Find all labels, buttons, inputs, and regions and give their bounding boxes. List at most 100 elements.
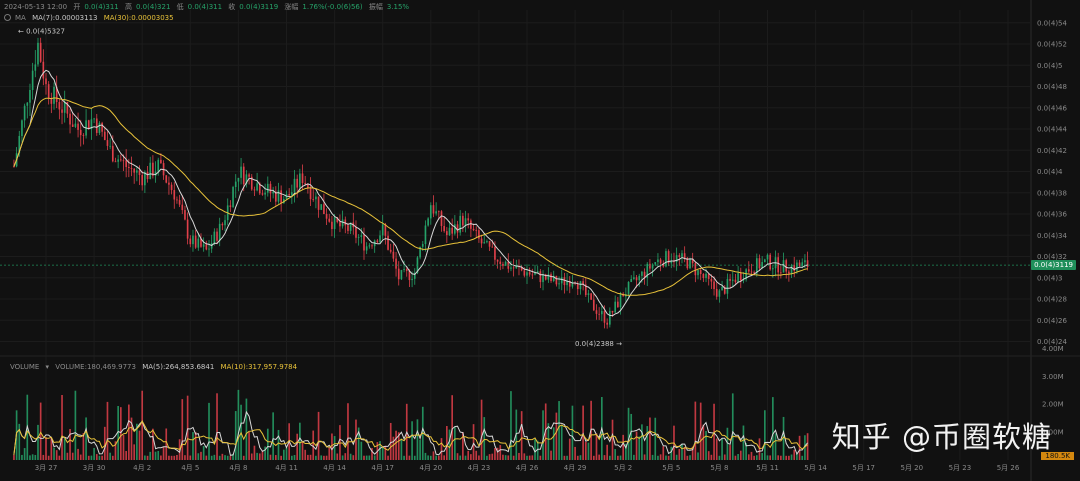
- chevron-down-icon[interactable]: ▾: [45, 363, 50, 371]
- volume-bar: [58, 455, 61, 460]
- volume-bar: [464, 455, 467, 460]
- candle-body: [119, 159, 122, 161]
- candle-body: [673, 261, 675, 263]
- price-tick-label: 0.0(4)46: [1037, 104, 1068, 112]
- volume-bar: [662, 446, 665, 460]
- volume-bar: [523, 453, 526, 460]
- candle-body: [349, 222, 352, 231]
- candle-body: [125, 160, 127, 167]
- candle-body: [405, 269, 408, 271]
- volume-bar: [747, 454, 750, 460]
- candle-body: [111, 145, 114, 162]
- candle-body: [357, 236, 360, 238]
- ma-legend[interactable]: MA MA(7):0.00003113 MA(30):0.00003035: [4, 13, 178, 23]
- candle-body: [747, 269, 750, 272]
- candle-body: [315, 196, 317, 200]
- volume-bar: [21, 454, 23, 460]
- volume-bar: [617, 455, 619, 460]
- volume-bar: [264, 446, 266, 460]
- volume-bar: [790, 454, 793, 460]
- volume-bar: [804, 435, 806, 460]
- x-tick-label: 5月 2: [614, 464, 632, 472]
- volume-legend[interactable]: VOLUME ▾ VOLUME:180,469.9773 MA(5):264,8…: [10, 362, 301, 372]
- candle-body: [675, 255, 678, 262]
- x-tick-label: 5月 26: [997, 464, 1020, 472]
- candle-body: [280, 190, 282, 204]
- candle-body: [258, 183, 261, 194]
- candle-body: [617, 301, 619, 308]
- x-tick-label: 5月 14: [804, 464, 827, 472]
- candle-body: [66, 101, 69, 114]
- volume-bar: [357, 427, 360, 460]
- candle-body: [713, 281, 715, 289]
- candle-body: [761, 261, 763, 269]
- price-tick-label: 0.0(4)44: [1037, 126, 1068, 134]
- volume-bar: [678, 448, 681, 460]
- eye-icon[interactable]: [4, 14, 11, 21]
- candle-body: [654, 262, 657, 265]
- volume-bar: [539, 455, 542, 460]
- volume-bar: [106, 401, 109, 460]
- candle-body: [114, 161, 117, 163]
- candle-body: [705, 273, 707, 278]
- price-tick-label: 0.0(4)24: [1037, 338, 1068, 346]
- candle-body: [526, 272, 528, 276]
- volume-bar: [368, 455, 371, 460]
- volume-bar: [649, 417, 651, 460]
- volume-bar: [419, 439, 421, 460]
- candle-body: [462, 215, 464, 226]
- candle-body: [611, 310, 614, 313]
- volume-bar: [643, 454, 646, 460]
- ma7-line: [13, 69, 808, 317]
- candle-body: [777, 257, 780, 273]
- candle-body: [424, 225, 427, 245]
- volume-bar: [53, 447, 55, 460]
- volume-bar: [248, 432, 250, 460]
- volume-bar: [93, 448, 95, 460]
- candle-body: [74, 123, 77, 127]
- x-tick-label: 5月 17: [852, 464, 875, 472]
- volume-bar: [229, 455, 232, 460]
- candle-body: [61, 109, 63, 113]
- volume-bar: [152, 428, 154, 460]
- volume-bar: [774, 433, 777, 460]
- volume-bar: [184, 455, 186, 460]
- volume-bar: [277, 429, 280, 460]
- candle-body: [413, 272, 416, 279]
- volume-bar: [667, 455, 670, 460]
- candle-body: [71, 124, 74, 127]
- volume-bar: [216, 393, 218, 460]
- candle-body: [459, 215, 462, 233]
- volume-bar: [82, 433, 85, 460]
- candle-body: [186, 219, 189, 239]
- candle-body: [737, 273, 739, 283]
- candle-body: [456, 224, 459, 233]
- candle-body: [446, 231, 448, 236]
- candle-body: [665, 251, 667, 267]
- volume-bar: [675, 454, 678, 460]
- volume-bar: [633, 454, 635, 460]
- volume-bar: [480, 399, 483, 460]
- volume-bar: [37, 424, 39, 460]
- candle-body: [149, 162, 152, 179]
- ma-title: MA: [15, 14, 26, 22]
- candle-body: [763, 259, 766, 262]
- price-tick-label: 0.0(4)42: [1037, 147, 1067, 155]
- volume-bar: [788, 455, 790, 460]
- volume-bar: [665, 455, 667, 460]
- candle-body: [347, 225, 349, 231]
- candle-body: [435, 211, 437, 214]
- volume-bar: [122, 434, 125, 460]
- candle-body: [723, 286, 726, 294]
- volume-bar: [114, 441, 117, 460]
- volume-bar: [66, 452, 69, 460]
- volume-bar: [694, 401, 697, 460]
- candle-body: [769, 254, 772, 270]
- candle-body: [312, 199, 315, 200]
- candle-body: [801, 262, 804, 266]
- volume-bar: [373, 455, 376, 460]
- x-tick-label: 4月 2: [133, 464, 151, 472]
- candle-body: [194, 235, 197, 248]
- volume-bar: [750, 451, 753, 460]
